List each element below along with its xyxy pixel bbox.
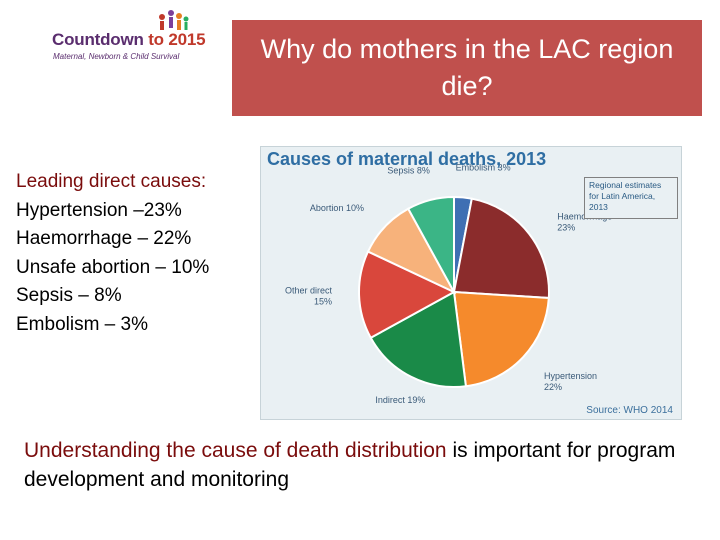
cause-item: Sepsis – 8% — [16, 285, 122, 306]
bottom-statement: Understanding the cause of death distrib… — [24, 436, 704, 494]
pie-label-abortion: Abortion 10% — [310, 203, 364, 213]
bottom-rest: is important for program development and… — [24, 439, 676, 491]
causes-list: Leading direct causes: Hypertension –23%… — [16, 168, 256, 339]
bottom-highlight: Understanding the cause of death distrib… — [24, 439, 447, 462]
pie-label-other-direct: Other direct 15% — [285, 286, 333, 307]
cause-item: Embolism – 3% — [16, 313, 148, 335]
pie-label-indirect: Indirect 19% — [375, 395, 425, 405]
logo-tagline: Maternal, Newborn & Child Survival — [53, 52, 180, 61]
cause-item: Unsafe abortion – 10% — [16, 256, 210, 278]
pie-slice-other-direct — [358, 250, 457, 340]
causes-heading: Leading direct causes: — [16, 171, 207, 192]
pie-label-embolism: Embolism 3% — [456, 163, 511, 173]
pie-label-sepsis: Sepsis 8% — [387, 166, 430, 176]
title-banner: Why do mothers in the LAC region die? — [232, 20, 702, 116]
logo-brand: Countdown to 2015 — [52, 30, 206, 49]
chart-source: Source: WHO 2014 — [586, 405, 673, 416]
pie-slice-haemorrhage — [452, 197, 550, 300]
pie-slice-indirect — [369, 290, 468, 388]
cause-item: Haemorrhage – 22% — [16, 228, 192, 249]
people-icon — [159, 10, 189, 30]
pie-chart: Embolism 3%Haemorrhage23%Hypertension22%… — [285, 163, 612, 406]
cause-item: Hypertension –23% — [16, 199, 182, 221]
pie-chart-panel: Embolism 3%Haemorrhage23%Hypertension22%… — [260, 146, 682, 420]
chart-legend-note: Regional estimates for Latin America, 20… — [584, 177, 678, 219]
countdown-logo: Countdown to 2015 Maternal, Newborn & Ch… — [52, 10, 212, 64]
slide-title: Why do mothers in the LAC region die? — [260, 34, 674, 101]
pie-label-hypertension: Hypertension 22% — [544, 371, 597, 392]
pie-slice-hypertension — [452, 290, 550, 388]
chart-title: Causes of maternal deaths, 2013 — [267, 149, 547, 169]
pie-slice-sepsis — [406, 195, 455, 293]
